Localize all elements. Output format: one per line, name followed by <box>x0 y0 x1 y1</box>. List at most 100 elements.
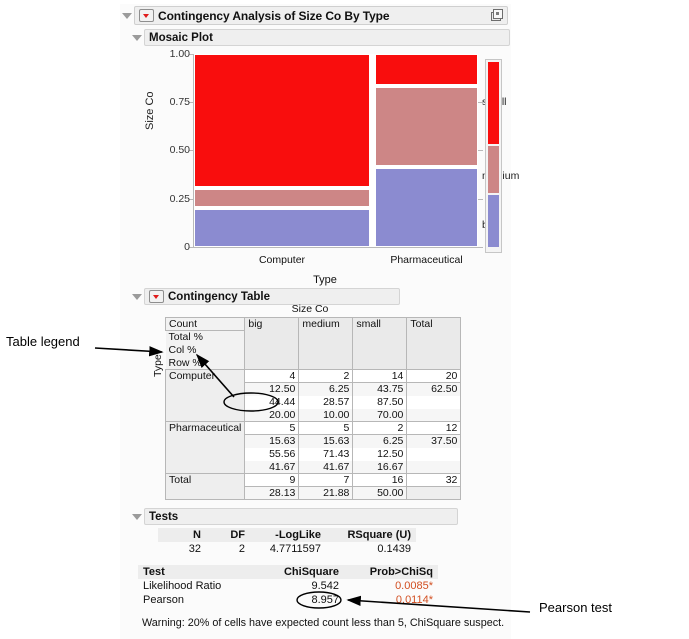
tests-summary-table: N DF -LogLike RSquare (U) 32 2 4.7711597… <box>158 528 416 556</box>
test-prob-likelihood-ratio: 0.0085* <box>395 580 433 592</box>
cell-pharma-total-rowpct <box>406 460 462 474</box>
contingency-disclosure-toggle[interactable] <box>132 288 142 305</box>
cell-total-big-count: 9 <box>244 473 300 487</box>
legend-swatch-medium[interactable] <box>488 145 499 193</box>
table-legend-row: Total % <box>165 330 461 344</box>
legend-cell-col-pct: Col % <box>165 343 245 357</box>
value-n: 32 <box>188 543 201 555</box>
disclosure-triangle-icon <box>132 293 142 300</box>
mosaic-cell-computer-big[interactable] <box>194 209 370 247</box>
header-chisquare: ChiSquare <box>258 565 344 579</box>
right-tick-1 <box>478 102 483 103</box>
cell-computer-total-totalpct: 62.50 <box>406 382 462 396</box>
cell-computer-small-rowpct: 70.00 <box>352 408 408 422</box>
cell-computer-big-colpct: 44.44 <box>244 395 300 409</box>
legend-swatch-big[interactable] <box>488 194 499 248</box>
red-triangle-menu-icon[interactable] <box>139 9 154 22</box>
mosaic-cell-pharmaceutical-small[interactable] <box>375 54 478 85</box>
summary-header-row: N DF -LogLike RSquare (U) <box>158 528 416 542</box>
cell-computer-total-colpct <box>406 395 462 409</box>
mosaic-plot-section: Mosaic Plot 1.00 0.75 0.50 0.25 0 small … <box>130 26 519 286</box>
cell-computer-medium-totalpct: 6.25 <box>298 382 354 396</box>
disclosure-triangle-icon <box>122 12 132 19</box>
header-loglike: -LogLike <box>250 528 326 542</box>
outline-toggle-root[interactable] <box>122 6 132 25</box>
annotation-table-legend: Table legend <box>6 334 80 349</box>
tests-disclosure-toggle[interactable] <box>132 508 142 525</box>
tests-header[interactable]: Tests <box>144 508 458 525</box>
table-row: Pearson 8.957 0.0114* <box>138 593 438 607</box>
row-spacer <box>164 434 246 448</box>
mosaic-cell-computer-medium[interactable] <box>194 189 370 207</box>
mosaic-cell-computer-small[interactable] <box>194 54 370 187</box>
row-group-title: Type <box>152 354 164 377</box>
right-tick-4 <box>478 247 483 248</box>
window-title-bar[interactable]: Contingency Analysis of Size Co By Type <box>134 6 508 25</box>
legend-cell-total-pct: Total % <box>165 330 245 344</box>
cell-pharma-medium-count: 5 <box>298 421 354 435</box>
row-spacer <box>164 408 246 422</box>
chisquare-warning-text: Warning: 20% of cells have expected coun… <box>142 617 505 629</box>
color-legend-bar[interactable] <box>485 59 502 253</box>
column-header-small: small <box>352 317 408 370</box>
cell-pharma-big-totalpct: 15.63 <box>244 434 300 448</box>
cell-computer-small-colpct: 87.50 <box>352 395 408 409</box>
cell-total-small-totalpct: 50.00 <box>352 486 408 500</box>
header-rsquare: RSquare (U) <box>326 528 416 542</box>
cell-total-medium-totalpct: 21.88 <box>298 486 354 500</box>
y-axis-label: Size Co <box>144 91 156 130</box>
cell-computer-big-count: 4 <box>244 369 300 383</box>
header-prob: Prob>ChiSq <box>344 565 438 579</box>
table-row: 41.67 41.67 16.67 <box>164 460 462 474</box>
cell-total-big-totalpct: 28.13 <box>244 486 300 500</box>
cell-computer-small-totalpct: 43.75 <box>352 382 408 396</box>
page-title: Contingency Analysis of Size Co By Type <box>158 8 390 23</box>
row-spacer <box>164 447 246 461</box>
column-header-medium: medium <box>298 317 354 370</box>
table-row: Computer 4 2 14 20 <box>164 369 462 383</box>
cell-computer-total-rowpct <box>406 408 462 422</box>
cell-pharma-big-count: 5 <box>244 421 300 435</box>
mosaic-plot-canvas[interactable]: 1.00 0.75 0.50 0.25 0 <box>170 48 483 253</box>
table-row: 15.63 15.63 6.25 37.50 <box>164 434 462 448</box>
cell-pharma-small-totalpct: 6.25 <box>352 434 408 448</box>
cell-pharma-total-totalpct: 37.50 <box>406 434 462 448</box>
cell-computer-big-totalpct: 12.50 <box>244 382 300 396</box>
tests-results-table: Test ChiSquare Prob>ChiSq Likelihood Rat… <box>138 565 438 607</box>
table-legend-row: Col % <box>165 343 461 357</box>
contingency-table-section: Contingency Table Size Co Type Count big… <box>130 285 511 500</box>
legend-cell-row-pct: Row % <box>165 356 245 370</box>
tests-header-row: Test ChiSquare Prob>ChiSq <box>138 565 438 579</box>
right-tick-3 <box>478 199 483 200</box>
cell-pharma-small-count: 2 <box>352 421 408 435</box>
table-row: 12.50 6.25 43.75 62.50 <box>164 382 462 396</box>
mosaic-disclosure-toggle[interactable] <box>132 29 142 46</box>
row-label-total: Total <box>164 473 246 487</box>
row-spacer <box>164 382 246 396</box>
table-total-row: Total 9 7 16 32 <box>164 473 462 487</box>
legend-swatch-small[interactable] <box>488 62 499 144</box>
test-prob-pearson: 0.0114* <box>395 594 433 606</box>
header-n: N <box>158 528 206 542</box>
red-triangle-menu-icon[interactable] <box>149 290 164 303</box>
legend-cell-count: Count <box>164 317 246 331</box>
cell-total-total-count: 32 <box>406 473 462 487</box>
value-loglike: 4.7711597 <box>269 543 321 555</box>
mosaic-cell-pharmaceutical-medium[interactable] <box>375 87 478 166</box>
mosaic-plot-header[interactable]: Mosaic Plot <box>144 29 510 46</box>
cell-computer-medium-colpct: 28.57 <box>298 395 354 409</box>
cell-pharma-small-colpct: 12.50 <box>352 447 408 461</box>
column-header-total: Total <box>406 317 462 370</box>
contingency-table-header[interactable]: Contingency Table <box>144 288 400 305</box>
right-tick-2 <box>478 150 483 151</box>
row-spacer <box>164 395 246 409</box>
row-label-pharmaceutical: Pharmaceutical <box>164 421 246 435</box>
header-test: Test <box>138 565 258 579</box>
layers-window-icon[interactable] <box>489 9 503 22</box>
cell-computer-big-rowpct: 20.00 <box>244 408 300 422</box>
tests-section: Tests N DF -LogLike RSquare (U) 32 2 4.7… <box>130 505 511 639</box>
mosaic-cell-pharmaceutical-big[interactable] <box>375 168 478 247</box>
table-total-row: 28.13 21.88 50.00 <box>164 486 462 500</box>
summary-value-row: 32 2 4.7711597 0.1439 <box>158 542 416 556</box>
contingency-table-title: Contingency Table <box>168 290 271 303</box>
